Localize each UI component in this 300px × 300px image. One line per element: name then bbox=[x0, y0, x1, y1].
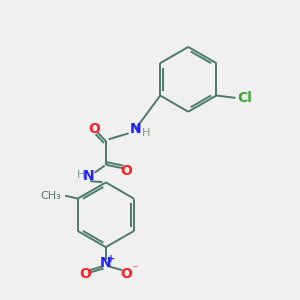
Text: Cl: Cl bbox=[237, 92, 252, 106]
Text: ⁻: ⁻ bbox=[131, 264, 138, 277]
Text: O: O bbox=[79, 267, 91, 281]
Text: O: O bbox=[88, 122, 100, 136]
Text: CH₃: CH₃ bbox=[41, 190, 62, 201]
Text: H: H bbox=[76, 170, 85, 180]
Text: N: N bbox=[130, 122, 141, 136]
Text: +: + bbox=[107, 254, 115, 264]
Text: H: H bbox=[142, 128, 151, 138]
Text: O: O bbox=[121, 267, 132, 281]
Text: N: N bbox=[100, 256, 112, 270]
Text: N: N bbox=[82, 169, 94, 184]
Text: O: O bbox=[121, 164, 132, 178]
